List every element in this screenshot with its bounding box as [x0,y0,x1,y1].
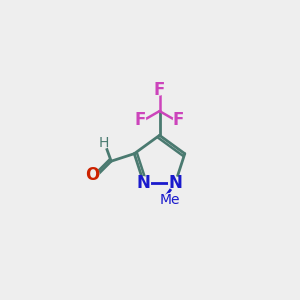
Text: F: F [135,111,146,129]
Text: N: N [137,174,151,192]
Circle shape [169,177,182,190]
Circle shape [173,115,184,125]
Circle shape [85,168,99,182]
Text: N: N [168,174,182,192]
Text: F: F [173,111,184,129]
Circle shape [137,177,150,190]
Circle shape [135,115,146,125]
Text: F: F [154,81,165,99]
Text: H: H [99,136,109,150]
Text: O: O [85,166,99,184]
Circle shape [154,85,165,95]
Circle shape [99,138,109,148]
Text: Me: Me [160,194,180,207]
Circle shape [163,194,177,207]
